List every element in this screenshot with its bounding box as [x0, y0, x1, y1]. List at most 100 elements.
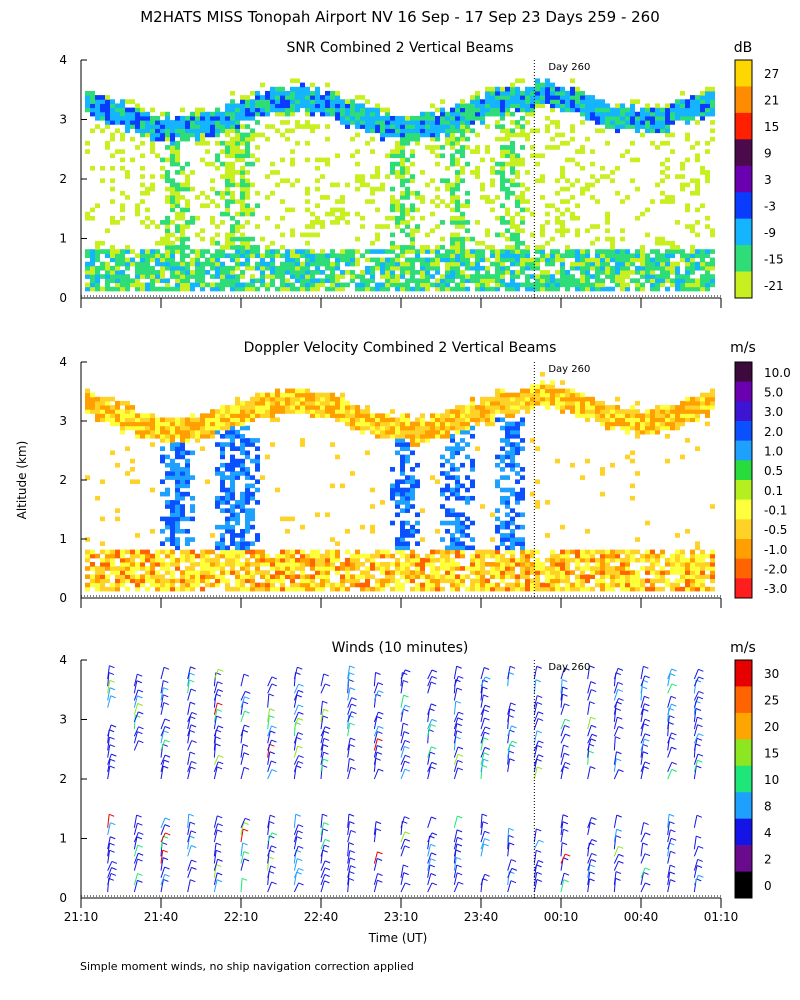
data-cell [290, 99, 295, 104]
data-cell [660, 236, 665, 242]
data-cell [320, 553, 325, 559]
data-cell [95, 396, 100, 402]
data-cell [160, 582, 165, 588]
data-cell [520, 215, 525, 221]
data-cell [250, 458, 255, 464]
data-cell [515, 433, 520, 439]
data-cell [445, 446, 450, 451]
data-cell [450, 417, 455, 423]
data-cell [635, 157, 640, 163]
data-cell [485, 578, 490, 584]
data-cell [405, 487, 410, 493]
data-cell [330, 274, 335, 279]
data-cell [160, 240, 165, 246]
data-cell [400, 524, 405, 530]
data-cell [190, 115, 195, 121]
data-cell [500, 562, 505, 567]
data-cell [250, 582, 255, 588]
data-cell [255, 458, 260, 464]
data-cell [185, 253, 190, 259]
data-cell [510, 454, 515, 460]
data-cell [145, 124, 150, 129]
data-cell [615, 128, 620, 134]
data-cell [240, 545, 245, 551]
data-cell [230, 512, 235, 518]
data-cell [580, 274, 585, 279]
data-cell [460, 211, 465, 217]
data-cell [165, 128, 170, 134]
data-cell [195, 433, 200, 439]
data-cell [255, 265, 260, 271]
data-cell [590, 400, 595, 406]
data-cell [515, 90, 520, 96]
data-cell [605, 261, 610, 267]
data-cell [185, 553, 190, 559]
data-cell [605, 409, 610, 414]
data-cell [275, 253, 280, 259]
data-cell [460, 215, 465, 221]
data-cell [230, 524, 235, 530]
data-cell [575, 95, 580, 100]
data-cell [540, 270, 545, 275]
data-cell [530, 107, 535, 113]
data-cell [440, 115, 445, 121]
data-cell [675, 286, 680, 292]
data-cell [275, 409, 280, 414]
data-cell [175, 487, 180, 493]
data-cell [220, 149, 225, 154]
data-cell [240, 578, 245, 584]
data-cell [420, 570, 425, 575]
data-cell [235, 220, 240, 225]
data-cell [340, 578, 345, 584]
data-cell [705, 249, 710, 254]
data-cell [260, 107, 265, 113]
data-cell [535, 286, 540, 292]
data-cell [240, 103, 245, 109]
data-cell [465, 413, 470, 418]
data-cell [325, 195, 330, 200]
data-cell [170, 462, 175, 468]
data-cell [385, 128, 390, 134]
data-cell [560, 553, 565, 559]
data-cell [250, 153, 255, 159]
data-cell [405, 528, 410, 534]
data-cell [580, 90, 585, 96]
data-cell [465, 278, 470, 284]
data-cell [225, 562, 230, 567]
data-cell [450, 190, 455, 196]
data-cell [430, 115, 435, 121]
data-cell [315, 124, 320, 129]
data-cell [570, 582, 575, 588]
data-cell [400, 582, 405, 588]
data-cell [245, 265, 250, 271]
data-cell [125, 120, 130, 125]
data-cell [220, 128, 225, 134]
data-cell [545, 392, 550, 398]
data-cell [400, 128, 405, 134]
data-cell [585, 458, 590, 464]
data-cell [405, 578, 410, 584]
data-cell [230, 199, 235, 204]
data-cell [555, 574, 560, 580]
data-cell [150, 433, 155, 439]
data-cell [350, 103, 355, 109]
data-cell [115, 586, 120, 592]
data-cell [500, 586, 505, 592]
data-cell [185, 516, 190, 522]
data-cell [600, 562, 605, 567]
data-cell [430, 586, 435, 592]
data-cell [315, 95, 320, 100]
data-cell [425, 120, 430, 125]
data-cell [630, 553, 635, 559]
data-cell [570, 103, 575, 109]
data-cell [115, 508, 120, 513]
data-cell [300, 82, 305, 88]
data-cell [445, 270, 450, 275]
data-cell [610, 425, 615, 431]
data-cell [180, 479, 185, 485]
data-cell [575, 557, 580, 563]
data-cell [310, 253, 315, 259]
data-cell [175, 199, 180, 204]
data-cell [85, 400, 90, 406]
data-cell [210, 433, 215, 439]
